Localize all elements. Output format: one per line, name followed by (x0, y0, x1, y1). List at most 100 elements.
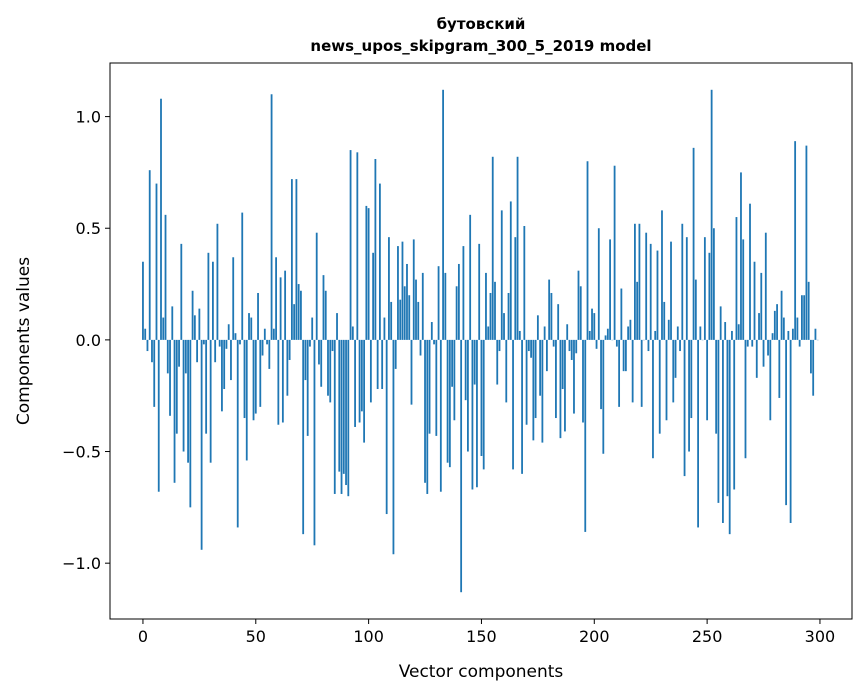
bar-177 (541, 340, 543, 443)
bar-67 (293, 304, 295, 340)
x-tick-label: 300 (805, 627, 836, 646)
bar-32 (214, 340, 216, 362)
bar-109 (388, 237, 390, 340)
y-axis: 1.00.50.0−0.5−1.0 (62, 108, 110, 574)
bar-9 (162, 318, 164, 340)
bar-86 (336, 313, 338, 340)
bar-182 (553, 340, 555, 347)
bar-298 (815, 329, 817, 340)
bar-35 (221, 340, 223, 411)
bar-72 (305, 340, 307, 380)
bar-61 (280, 277, 282, 340)
bar-244 (693, 148, 695, 340)
bar-242 (688, 340, 690, 452)
bar-184 (557, 304, 559, 340)
bar-201 (596, 340, 598, 349)
bar-141 (460, 340, 462, 592)
bar-259 (727, 340, 729, 496)
bar-15 (176, 340, 178, 434)
bar-80 (323, 275, 325, 340)
bar-290 (796, 318, 798, 340)
bar-106 (381, 340, 383, 389)
bar-223 (645, 233, 647, 340)
bar-235 (672, 340, 674, 403)
x-tick-label: 200 (579, 627, 610, 646)
bar-75 (311, 318, 313, 340)
bar-65 (289, 340, 291, 360)
bar-174 (535, 340, 537, 418)
x-axis-label: Vector components (399, 662, 564, 682)
bar-144 (467, 340, 469, 452)
bar-269 (749, 204, 751, 340)
bar-53 (262, 340, 264, 356)
bar-85 (334, 340, 336, 494)
y-tick-label: 0.5 (76, 219, 101, 238)
bar-171 (528, 340, 530, 351)
bar-270 (751, 340, 753, 347)
bar-245 (695, 280, 697, 340)
bar-0 (142, 262, 144, 340)
bar-162 (508, 293, 510, 340)
bar-118 (408, 295, 410, 340)
bar-256 (720, 306, 722, 339)
bar-179 (546, 340, 548, 371)
bar-153 (487, 326, 489, 339)
bar-183 (555, 340, 557, 418)
bar-124 (422, 273, 424, 340)
bar-230 (661, 210, 663, 340)
bar-54 (264, 329, 266, 340)
bar-81 (325, 291, 327, 340)
bar-110 (390, 302, 392, 340)
bar-52 (259, 340, 261, 407)
bar-100 (368, 208, 370, 340)
bar-46 (246, 340, 248, 461)
bar-51 (257, 293, 259, 340)
y-tick-label: −0.5 (62, 443, 101, 462)
bar-114 (399, 300, 401, 340)
bar-45 (244, 340, 246, 418)
bar-93 (352, 326, 354, 339)
bar-140 (458, 264, 460, 340)
bar-277 (767, 340, 769, 356)
bar-150 (481, 340, 483, 456)
bar-99 (365, 206, 367, 340)
bar-246 (697, 340, 699, 528)
bar-206 (607, 329, 609, 340)
bar-275 (763, 340, 765, 367)
bar-211 (618, 340, 620, 407)
bar-193 (578, 271, 580, 340)
bar-107 (384, 318, 386, 340)
bar-37 (226, 340, 228, 349)
bar-135 (447, 340, 449, 463)
bar-288 (792, 329, 794, 340)
bar-130 (435, 340, 437, 436)
bar-291 (799, 340, 801, 347)
bar-17 (180, 244, 182, 340)
bar-219 (636, 282, 638, 340)
bar-123 (420, 340, 422, 356)
bar-212 (620, 289, 622, 340)
bar-108 (386, 340, 388, 514)
bar-148 (476, 340, 478, 487)
bar-252 (711, 90, 713, 340)
bar-59 (275, 257, 277, 340)
bar-260 (729, 340, 731, 534)
bar-168 (521, 340, 523, 474)
bar-29 (207, 253, 209, 340)
bar-202 (598, 228, 600, 340)
bar-132 (440, 340, 442, 492)
bar-200 (593, 313, 595, 340)
bar-240 (684, 340, 686, 476)
bar-205 (605, 335, 607, 339)
bar-14 (174, 340, 176, 483)
y-tick-label: 1.0 (76, 108, 101, 127)
bar-151 (483, 340, 485, 470)
bar-11 (167, 340, 169, 373)
bar-203 (600, 340, 602, 409)
bar-126 (426, 340, 428, 494)
bar-281 (776, 304, 778, 340)
bar-234 (670, 242, 672, 340)
bar-255 (718, 340, 720, 503)
bar-266 (742, 239, 744, 339)
bar-1 (144, 329, 146, 340)
